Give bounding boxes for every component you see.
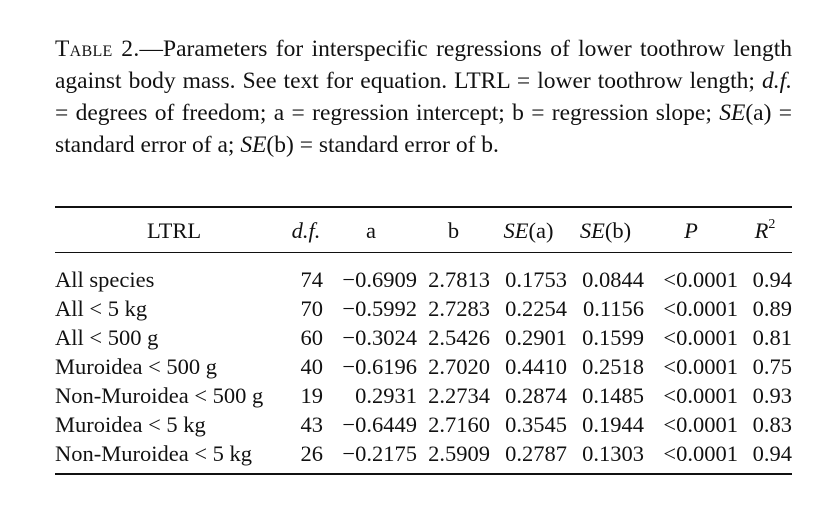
table-row: Non-Muroidea < 500 g 19 0.2931 2.2734 0.…: [55, 381, 792, 410]
cell-p: <0.0001: [663, 383, 738, 408]
cell-r2: 0.81: [752, 325, 792, 350]
caption-text-3: (a) = standard error of a;: [55, 100, 792, 158]
cell-b: 2.7813: [428, 267, 490, 292]
cell-group: All < 500 g: [55, 325, 159, 350]
cell-se-a: 0.2901: [505, 325, 567, 350]
header-r2-base: R: [754, 218, 769, 243]
cell-df: 43: [300, 412, 324, 437]
cell-se-a: 0.4410: [505, 354, 567, 379]
header-se-b-rest: (b): [604, 218, 632, 243]
cell-se-b: 0.1599: [582, 325, 644, 350]
caption-df: d.f.: [761, 68, 792, 94]
table-caption: Table 2.—Parameters for interspecific re…: [55, 33, 792, 161]
caption-se-b: SE: [240, 132, 267, 158]
cell-df: 70: [300, 296, 324, 321]
cell-group: All species: [55, 267, 155, 292]
caption-text-4: (b) = standard error of b.: [266, 132, 499, 158]
cell-b: 2.7160: [428, 412, 490, 437]
table-header-rule: [55, 252, 792, 254]
cell-a: −0.5992: [342, 296, 417, 321]
cell-se-a: 0.2787: [505, 441, 567, 466]
cell-r2: 0.94: [752, 441, 792, 466]
header-ltrl: LTRL: [147, 218, 202, 243]
cell-b: 2.5426: [428, 325, 490, 350]
cell-r2: 0.83: [752, 412, 792, 437]
header-se-b: SE(b): [567, 210, 644, 252]
table-row: All species 74 −0.6909 2.7813 0.1753 0.0…: [55, 252, 792, 294]
cell-b: 2.7283: [428, 296, 490, 321]
cell-a: −0.6196: [342, 354, 417, 379]
cell-se-b: 0.1485: [582, 383, 644, 408]
cell-b: 2.2734: [428, 383, 490, 408]
caption-text-2: = degrees of freedom; a = regression int…: [55, 100, 720, 126]
cell-r2: 0.75: [752, 354, 792, 379]
cell-a: −0.3024: [342, 325, 417, 350]
table-row: Non-Muroidea < 5 kg 26 −0.2175 2.5909 0.…: [55, 439, 792, 468]
header-se-a-rest: (a): [528, 218, 554, 243]
cell-se-a: 0.2874: [505, 383, 567, 408]
cell-b: 2.5909: [428, 441, 490, 466]
table-header-row: LTRL d.f. a b SE(a) SE(b) P R2: [55, 210, 792, 252]
table-row: Muroidea < 500 g 40 −0.6196 2.7020 0.441…: [55, 352, 792, 381]
cell-p: <0.0001: [663, 441, 738, 466]
caption-label: Table 2.: [55, 36, 140, 62]
cell-df: 40: [300, 354, 324, 379]
cell-group: Non-Muroidea < 5 kg: [55, 441, 253, 466]
cell-se-b: 0.0844: [582, 267, 644, 292]
cell-df: 19: [300, 383, 324, 408]
caption-se-a: SE: [719, 100, 746, 126]
cell-r2: 0.89: [752, 296, 792, 321]
cell-se-b: 0.1944: [582, 412, 644, 437]
cell-se-b: 0.1303: [582, 441, 644, 466]
header-a: a: [366, 218, 376, 243]
cell-group: Muroidea < 5 kg: [55, 412, 206, 437]
caption-text-1: —Parameters for interspecific regression…: [55, 36, 792, 94]
cell-r2: 0.93: [752, 383, 792, 408]
cell-df: 74: [300, 267, 324, 292]
cell-p: <0.0001: [663, 325, 738, 350]
header-p: P: [684, 218, 698, 243]
cell-se-a: 0.2254: [505, 296, 567, 321]
cell-group: All < 5 kg: [55, 296, 148, 321]
cell-se-a: 0.1753: [505, 267, 567, 292]
cell-p: <0.0001: [663, 267, 738, 292]
cell-p: <0.0001: [663, 296, 738, 321]
table-top-rule: [55, 206, 792, 208]
cell-b: 2.7020: [428, 354, 490, 379]
cell-p: <0.0001: [663, 354, 738, 379]
cell-a: −0.2175: [342, 441, 417, 466]
table-row: All < 500 g 60 −0.3024 2.5426 0.2901 0.1…: [55, 323, 792, 352]
cell-se-b: 0.1156: [582, 296, 644, 321]
cell-group: Muroidea < 500 g: [55, 354, 218, 379]
header-r2-sup: 2: [768, 217, 776, 232]
cell-a: −0.6449: [342, 412, 417, 437]
header-df: d.f.: [291, 218, 321, 243]
cell-df: 26: [300, 441, 324, 466]
header-b: b: [447, 218, 460, 243]
cell-p: <0.0001: [663, 412, 738, 437]
cell-group: Non-Muroidea < 500 g: [55, 383, 264, 408]
regression-table: LTRL d.f. a b SE(a) SE(b) P R2 All speci…: [55, 210, 792, 468]
header-r2: R2: [738, 210, 792, 252]
header-se-a-italic: SE: [503, 218, 529, 243]
cell-se-a: 0.3545: [505, 412, 567, 437]
header-se-a: SE(a): [490, 210, 567, 252]
table-bottom-rule: [55, 473, 792, 475]
cell-r2: 0.94: [752, 267, 792, 292]
table-row: All < 5 kg 70 −0.5992 2.7283 0.2254 0.11…: [55, 294, 792, 323]
cell-a: 0.2931: [355, 383, 417, 408]
cell-se-b: 0.2518: [582, 354, 644, 379]
table-row: Muroidea < 5 kg 43 −0.6449 2.7160 0.3545…: [55, 410, 792, 439]
header-se-b-italic: SE: [579, 218, 605, 243]
cell-df: 60: [300, 325, 324, 350]
cell-a: −0.6909: [342, 267, 417, 292]
